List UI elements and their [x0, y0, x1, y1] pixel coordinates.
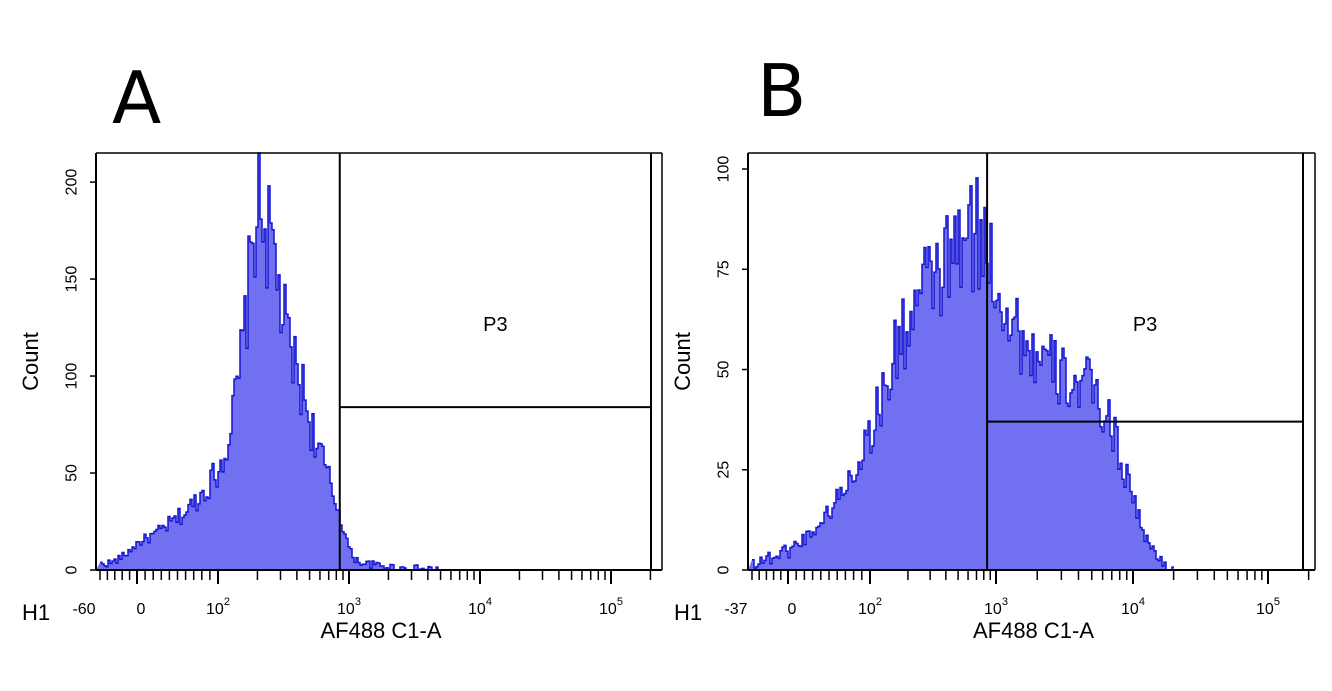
- x-tick-label: 103: [337, 596, 361, 618]
- x-axis-title: AF488 C1-A: [320, 618, 441, 643]
- y-tick-label: 50: [716, 361, 733, 379]
- y-tick-label: 100: [716, 156, 733, 183]
- x-tick-label: 104: [1121, 596, 1145, 618]
- x-tick-label: 103: [984, 596, 1008, 618]
- y-tick-label: 0: [64, 565, 81, 574]
- gate-label: P3: [1133, 314, 1157, 336]
- x-axis-title: AF488 C1-A: [973, 618, 1094, 643]
- panel-letter-b: B: [757, 49, 807, 133]
- y-tick-label: 75: [716, 260, 733, 278]
- y-tick-label: 100: [64, 363, 81, 390]
- histogram-id-label: H1: [674, 600, 702, 625]
- panel-letter-a: A: [112, 56, 162, 140]
- histogram-outline: [100, 152, 442, 571]
- x-tick-label: 104: [468, 596, 492, 618]
- y-axis-title: Count: [670, 332, 695, 391]
- x-tick-label: 102: [206, 596, 230, 618]
- y-tick-label: 0: [716, 565, 733, 574]
- histogram-id-label: H1: [22, 600, 50, 625]
- histogram-fill: [96, 153, 442, 570]
- x-tick-label: 0: [788, 601, 797, 618]
- y-axis-title: Count: [18, 332, 43, 391]
- histogram-panel-b: P3 0 25 50 75 100 -37 0 102 103 104 105 H1 AF488 C1-A…: [670, 152, 1316, 643]
- x-tick-label: 102: [858, 596, 882, 618]
- x-tick-label: 105: [1256, 596, 1280, 618]
- histogram-fill: [748, 177, 1174, 571]
- x-tick-label: -60: [72, 601, 95, 618]
- gate-label: P3: [483, 314, 507, 336]
- y-tick-label: 25: [716, 461, 733, 479]
- y-tick-label: 200: [64, 169, 81, 196]
- y-tick-label: 150: [64, 266, 81, 293]
- x-tick-label: 0: [137, 601, 146, 618]
- x-tick-label: 105: [599, 596, 623, 618]
- y-tick-label: 50: [64, 464, 81, 482]
- x-tick-label: -37: [724, 601, 747, 618]
- histogram-outline: [752, 177, 1174, 571]
- histogram-panel-a: P3 0 50 100 150 200 -60 0 102 103 104 105 H1 AF488 C1…: [18, 152, 663, 643]
